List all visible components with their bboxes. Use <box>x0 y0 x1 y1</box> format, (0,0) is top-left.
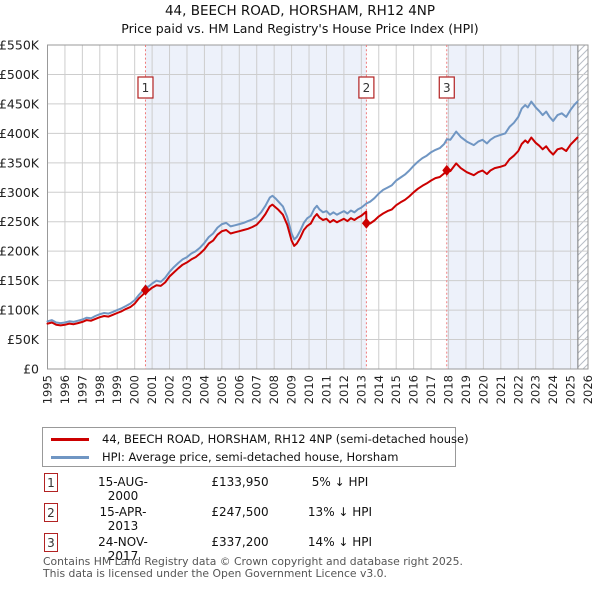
svg-text:1995: 1995 <box>41 375 55 404</box>
sale-price: £133,950 <box>211 475 269 489</box>
transaction-row: 2 15-APR-2013 £247,500 13% ↓ HPI <box>0 503 600 533</box>
sale-number-badge: 3 <box>44 533 58 552</box>
sale-date-lines <box>144 45 448 369</box>
ownership-shading <box>145 45 578 369</box>
sale-number-badge: 1 <box>44 473 58 492</box>
svg-text:2007: 2007 <box>250 375 264 404</box>
legend-label-hpi: HPI: Average price, semi-detached house,… <box>102 450 399 464</box>
svg-text:2000: 2000 <box>128 375 142 404</box>
svg-text:2022: 2022 <box>511 375 525 404</box>
svg-text:£250K: £250K <box>0 214 40 229</box>
svg-text:£450K: £450K <box>0 96 40 111</box>
svg-text:2008: 2008 <box>267 375 281 404</box>
chart-legend: 44, BEECH ROAD, HORSHAM, RH12 4NP (semi-… <box>42 427 469 467</box>
hpi-line <box>46 100 579 325</box>
hpi-line-swatch <box>51 455 89 459</box>
svg-text:2011: 2011 <box>319 375 333 404</box>
svg-text:2010: 2010 <box>302 375 316 404</box>
page-title: 44, BEECH ROAD, HORSHAM, RH12 4NP <box>164 3 436 19</box>
sale-number-badge: 2 <box>44 503 58 522</box>
svg-text:1998: 1998 <box>93 375 107 404</box>
svg-text:1997: 1997 <box>75 375 89 404</box>
svg-text:2014: 2014 <box>372 375 386 404</box>
page-subtitle: Price paid vs. HM Land Registry's House … <box>121 21 479 36</box>
license-footer: Contains HM Land Registry data © Crown c… <box>43 556 463 579</box>
svg-text:2016: 2016 <box>407 375 421 404</box>
future-hatch-region <box>577 45 588 369</box>
svg-text:£350K: £350K <box>0 155 40 170</box>
svg-text:1996: 1996 <box>58 375 72 404</box>
svg-text:2021: 2021 <box>494 375 508 404</box>
svg-text:2019: 2019 <box>459 375 473 404</box>
svg-text:2006: 2006 <box>232 375 246 404</box>
svg-text:2015: 2015 <box>389 375 403 404</box>
sale-price: £337,200 <box>211 535 269 549</box>
svg-text:1999: 1999 <box>110 375 124 404</box>
svg-text:£550K: £550K <box>0 38 40 53</box>
svg-text:1: 1 <box>142 81 150 95</box>
svg-text:£100K: £100K <box>0 303 40 318</box>
svg-text:2024: 2024 <box>546 375 560 404</box>
legend-item-hpi: HPI: Average price, semi-detached house,… <box>51 448 455 466</box>
svg-text:2009: 2009 <box>285 375 299 404</box>
legend-item-price-paid: 44, BEECH ROAD, HORSHAM, RH12 4NP (semi-… <box>51 430 469 448</box>
legend-label-price: 44, BEECH ROAD, HORSHAM, RH12 4NP (semi-… <box>102 432 469 446</box>
sale-date: 15-AUG-2000 <box>98 475 148 503</box>
svg-text:£300K: £300K <box>0 185 40 200</box>
svg-text:£50K: £50K <box>7 332 40 347</box>
x-axis-labels: 1995 1996 1997 1998 1999 2000 2001 2002 2003 2004… <box>41 375 596 404</box>
svg-text:2013: 2013 <box>354 375 368 404</box>
svg-text:2018: 2018 <box>442 375 456 404</box>
svg-text:2012: 2012 <box>337 375 351 404</box>
sale-points <box>140 164 452 296</box>
svg-text:2005: 2005 <box>215 375 229 404</box>
price-paid-line <box>46 136 579 327</box>
sale-price: £247,500 <box>211 505 269 519</box>
svg-text:2003: 2003 <box>180 375 194 404</box>
sale-hpi-diff: 14% ↓ HPI <box>307 535 373 549</box>
price-line-swatch <box>51 437 89 441</box>
svg-text:2026: 2026 <box>581 375 595 404</box>
svg-text:2: 2 <box>363 81 371 95</box>
footer-line-2: This data is licensed under the Open Gov… <box>43 566 387 580</box>
plot-frame <box>47 44 589 370</box>
svg-text:£200K: £200K <box>0 244 40 259</box>
sale-hpi-diff: 13% ↓ HPI <box>307 505 373 519</box>
svg-text:2002: 2002 <box>163 375 177 404</box>
svg-text:2025: 2025 <box>564 375 578 404</box>
footer-line-1: Contains HM Land Registry data © Crown c… <box>43 555 463 568</box>
sale-date: 15-APR-2013 <box>99 505 147 533</box>
svg-text:2017: 2017 <box>424 375 438 404</box>
svg-text:£150K: £150K <box>0 273 40 288</box>
svg-text:£400K: £400K <box>0 126 40 141</box>
svg-text:2001: 2001 <box>145 375 159 404</box>
svg-text:2020: 2020 <box>476 375 490 404</box>
price-history-chart: 1 2 3£0£50K£100K£150K£200K£250K£300K£350K£… <box>0 38 596 405</box>
svg-text:2004: 2004 <box>197 375 211 404</box>
svg-text:3: 3 <box>443 81 451 95</box>
sale-date: 24-NOV-2017 <box>98 535 148 563</box>
transaction-row: 3 24-NOV-2017 £337,200 14% ↓ HPI <box>0 533 600 563</box>
svg-text:2023: 2023 <box>529 375 543 404</box>
y-axis-labels: £0 £50K £100K £150K £200K £250K £300K £350K £400… <box>0 38 40 377</box>
sale-hpi-diff: 5% ↓ HPI <box>311 475 369 489</box>
sale-marker-boxes: 1 2 3 <box>137 76 455 99</box>
svg-text:£0: £0 <box>23 362 39 377</box>
transaction-row: 1 15-AUG-2000 £133,950 5% ↓ HPI <box>0 473 600 503</box>
svg-text:£500K: £500K <box>0 67 40 82</box>
